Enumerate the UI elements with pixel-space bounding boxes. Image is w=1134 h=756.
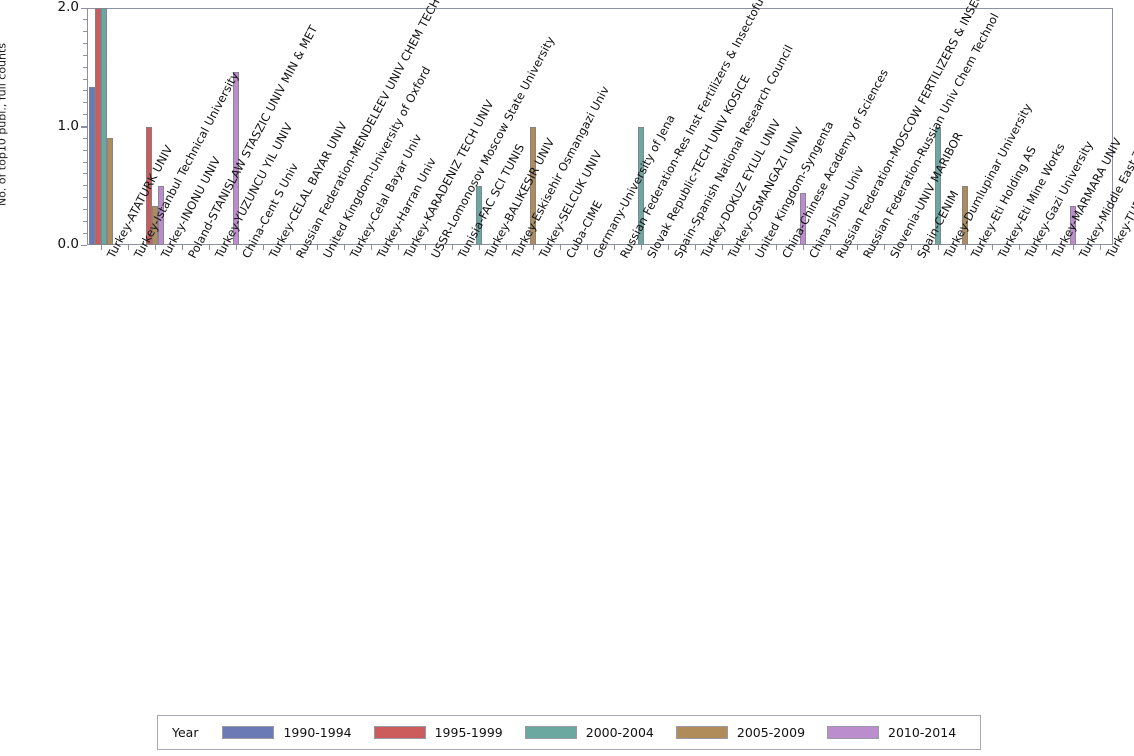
legend-color-swatch — [373, 726, 426, 739]
y-tick-label: 0.0 — [57, 236, 79, 252]
x-tick-mark — [181, 245, 183, 250]
bar — [157, 185, 164, 245]
y-minor-tick-mark — [83, 54, 87, 56]
y-minor-tick-mark — [83, 137, 87, 139]
x-tick-mark — [937, 245, 939, 250]
x-tick-mark — [262, 245, 264, 250]
bar — [88, 87, 95, 245]
x-tick-mark — [694, 245, 696, 250]
legend-color-swatch — [675, 726, 728, 739]
y-minor-tick-mark — [83, 78, 87, 80]
x-tick-mark — [1018, 245, 1020, 250]
bar — [232, 72, 239, 245]
bar — [529, 126, 536, 245]
bar — [100, 8, 107, 245]
bar — [94, 8, 101, 245]
legend-title: Year — [172, 725, 199, 740]
x-tick-mark — [991, 245, 993, 250]
legend-entry[interactable]: 1990-1994 — [222, 725, 352, 740]
x-tick-mark — [100, 245, 102, 250]
legend-color-swatch — [524, 726, 577, 739]
y-minor-tick-mark — [83, 149, 87, 151]
legend-label: 1995-1999 — [434, 725, 503, 740]
x-tick-mark — [559, 245, 561, 250]
x-tick-mark — [640, 245, 642, 250]
legend-label: 2000-2004 — [585, 725, 654, 740]
x-tick-mark — [802, 245, 804, 250]
legend-entry[interactable]: 2000-2004 — [524, 725, 654, 740]
x-tick-mark — [532, 245, 534, 250]
x-tick-mark — [964, 245, 966, 250]
legend-entry[interactable]: 2010-2014 — [827, 725, 956, 740]
y-tick-mark — [81, 244, 87, 246]
x-tick-mark — [235, 245, 237, 250]
bar — [637, 126, 644, 245]
bar — [475, 185, 482, 245]
bar — [106, 138, 113, 245]
x-tick-mark — [370, 245, 372, 250]
y-minor-tick-mark — [83, 90, 87, 92]
bar — [1069, 205, 1076, 245]
x-tick-mark — [316, 245, 318, 250]
x-tick-mark — [910, 245, 912, 250]
x-tick-mark — [208, 245, 210, 250]
x-tick-mark — [829, 245, 831, 250]
x-tick-mark — [1072, 245, 1074, 250]
x-tick-mark — [127, 245, 129, 250]
y-minor-tick-mark — [83, 173, 87, 175]
legend-entry[interactable]: 2005-2009 — [675, 725, 806, 740]
legend-label: 2005-2009 — [736, 725, 806, 740]
x-tick-mark — [856, 245, 858, 250]
x-tick-mark — [721, 245, 723, 250]
y-minor-tick-mark — [83, 66, 87, 68]
x-tick-mark — [154, 245, 156, 250]
legend-color-swatch — [827, 726, 880, 739]
x-tick-mark — [883, 245, 885, 250]
y-minor-tick-mark — [83, 197, 87, 199]
y-minor-tick-mark — [83, 19, 87, 21]
bar — [934, 126, 941, 245]
plot-area-frame — [87, 8, 1113, 245]
x-tick-mark — [775, 245, 777, 250]
y-minor-tick-mark — [83, 220, 87, 222]
x-tick-mark — [613, 245, 615, 250]
x-tick-mark — [478, 245, 480, 250]
legend: Year 1990-1994 1995-1999 2000-2004 2005-200… — [157, 715, 981, 750]
legend-label: 2010-2014 — [888, 725, 957, 740]
x-tick-mark — [1099, 245, 1101, 250]
bar — [145, 126, 152, 245]
y-minor-tick-mark — [83, 185, 87, 187]
y-minor-tick-mark — [83, 31, 87, 33]
y-minor-tick-mark — [83, 208, 87, 210]
x-tick-mark — [505, 245, 507, 250]
y-minor-tick-mark — [83, 102, 87, 104]
y-tick-mark — [81, 126, 87, 128]
y-minor-tick-mark — [83, 43, 87, 45]
y-minor-tick-mark — [83, 114, 87, 116]
x-tick-mark — [289, 245, 291, 250]
y-tick-label: 2.0 — [57, 0, 79, 15]
bar — [151, 205, 158, 245]
x-tick-mark — [424, 245, 426, 250]
y-minor-tick-mark — [83, 232, 87, 234]
x-tick-mark — [748, 245, 750, 250]
legend-entries: 1990-1994 1995-1999 2000-2004 2005-2009 2010… — [222, 725, 978, 740]
y-tick-mark — [81, 7, 87, 9]
legend-color-swatch — [222, 726, 275, 739]
legend-label: 1990-1994 — [283, 725, 352, 740]
y-axis-title: No. of top10 publ., full counts — [0, 42, 9, 207]
x-tick-mark — [667, 245, 669, 250]
bar — [799, 192, 806, 245]
legend-entry[interactable]: 1995-1999 — [373, 725, 503, 740]
x-tick-mark — [451, 245, 453, 250]
bars-layer — [87, 8, 1113, 245]
x-tick-mark — [1045, 245, 1047, 250]
y-tick-label: 1.0 — [57, 117, 79, 134]
bar — [961, 185, 968, 245]
x-tick-mark — [586, 245, 588, 250]
x-tick-mark — [397, 245, 399, 250]
y-minor-tick-mark — [83, 161, 87, 163]
x-tick-mark — [343, 245, 345, 250]
